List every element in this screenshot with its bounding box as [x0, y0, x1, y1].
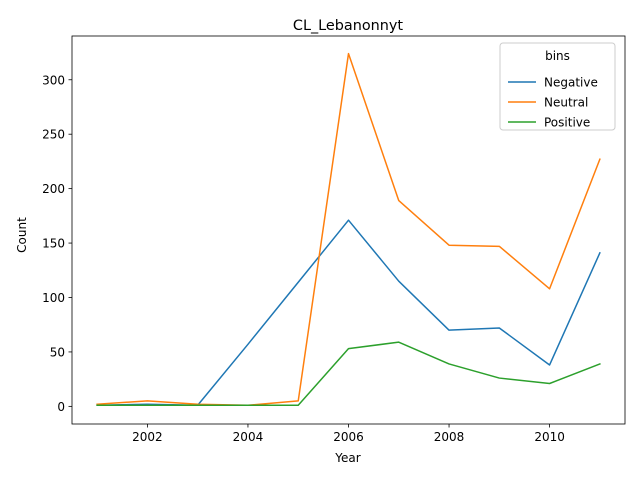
legend: bins Negative Neutral Positive [499, 42, 616, 131]
x-tick-label: 2004 [233, 430, 264, 444]
y-tick-label: 150 [42, 237, 65, 251]
y-tick-label: 250 [42, 128, 65, 142]
x-tick-label: 2006 [333, 430, 364, 444]
legend-label-positive: Positive [544, 116, 590, 130]
y-axis-label: Count [15, 217, 29, 253]
y-tick-label: 200 [42, 182, 65, 196]
x-tick-label: 2008 [434, 430, 465, 444]
legend-title: bins [545, 49, 570, 63]
x-tick-label: 2010 [534, 430, 565, 444]
y-tick-label: 100 [42, 291, 65, 305]
series-line-neutral [96, 52, 601, 407]
legend-label-neutral: Neutral [544, 96, 588, 110]
x-axis-label: Year [334, 451, 360, 465]
series-line-negative [96, 219, 601, 407]
y-tick-label: 0 [57, 400, 65, 414]
axes-layer: 2002 2004 2006 2008 2010 0 50 100 150 200 250 300 [42, 35, 626, 444]
x-tick-label: 2002 [132, 430, 163, 444]
chart-title: CL_Lebanonnyt [293, 18, 404, 34]
legend-box [499, 42, 616, 131]
legend-label-negative: Negative [544, 76, 598, 90]
series-layer [96, 52, 601, 407]
y-tick-label: 300 [42, 73, 65, 87]
series-line-positive [96, 341, 601, 407]
y-tick-label: 50 [50, 345, 65, 359]
